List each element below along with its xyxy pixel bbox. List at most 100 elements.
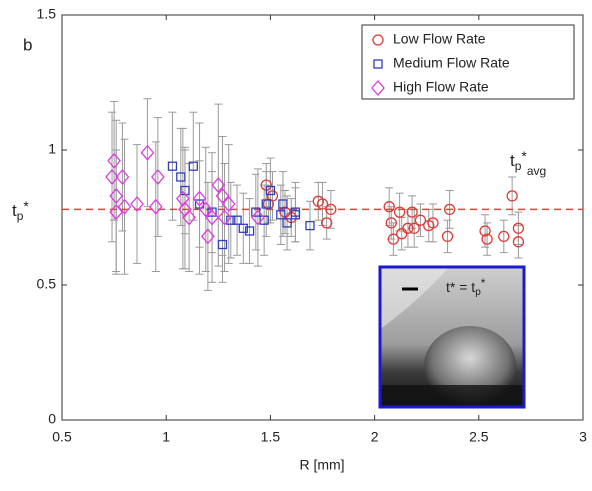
error-bar <box>499 219 508 254</box>
marker-diamond <box>107 152 121 169</box>
error-bar <box>224 144 233 264</box>
error-bar <box>214 103 223 267</box>
x-tick-label: 3 <box>579 429 587 445</box>
label-part: * <box>23 198 29 214</box>
error-bar <box>208 152 217 283</box>
marker-diamond <box>115 169 130 185</box>
marker-diamond <box>201 228 215 245</box>
error-bar <box>151 141 160 272</box>
label-part: t* = t <box>446 279 475 295</box>
marker-diamond <box>198 201 213 218</box>
marker-square <box>194 199 205 209</box>
marker-circle <box>408 222 420 234</box>
marker-square <box>282 218 292 228</box>
error-bar <box>443 219 452 254</box>
error-bar <box>483 222 492 256</box>
label-part: t <box>510 151 515 170</box>
inset-label: t* = tp* <box>446 276 486 297</box>
marker-circle <box>479 225 491 237</box>
marker-circle <box>443 203 456 216</box>
y-tick-label: 1.5 <box>37 6 57 22</box>
marker-circle <box>321 217 333 229</box>
marker-diamond <box>182 209 196 226</box>
marker-diamond <box>130 196 144 212</box>
label-part: * <box>481 276 486 290</box>
marker-circle <box>512 222 525 234</box>
marker-circle <box>387 233 400 245</box>
marker-square <box>232 215 242 225</box>
marker-diamond <box>140 144 155 161</box>
error-bar <box>201 146 210 272</box>
error-bar <box>262 171 271 237</box>
marker-diamond <box>205 209 219 226</box>
marker-circle <box>266 190 279 202</box>
marker-circle <box>406 206 418 218</box>
x-tick-label: 1 <box>162 429 170 445</box>
x-tick-label: 1.5 <box>261 429 281 445</box>
marker-diamond <box>105 169 119 185</box>
marker-circle <box>427 217 439 229</box>
marker-circle <box>414 214 427 226</box>
inset-needle <box>379 266 450 330</box>
error-bar <box>195 122 204 275</box>
marker-diamond <box>148 198 163 215</box>
marker-circle <box>385 217 397 229</box>
x-tick-label: 0.5 <box>52 429 72 445</box>
y-tick-label: 1 <box>48 141 56 157</box>
marker-circle <box>316 198 329 210</box>
marker-circle <box>402 222 414 234</box>
legend-label: Low Flow Rate <box>393 31 486 47</box>
label-part: * <box>521 148 527 164</box>
marker-square <box>217 239 228 250</box>
marker-circle <box>481 233 493 245</box>
marker-square <box>167 161 178 171</box>
marker-square <box>290 210 301 220</box>
marker-diamond <box>151 169 165 185</box>
ref-label: tp*avg <box>510 148 546 178</box>
marker-square <box>305 220 315 231</box>
marker-square <box>259 215 269 225</box>
marker-diamond <box>251 209 265 226</box>
marker-square <box>226 215 236 225</box>
marker-square <box>373 59 383 69</box>
legend: Low Flow Rate Medium Flow Rate High Flow R… <box>361 24 575 100</box>
marker-square <box>188 161 198 171</box>
y-ref-label: tp* <box>12 198 29 223</box>
marker-diamond <box>178 201 192 218</box>
marker-circle <box>498 230 510 243</box>
error-bar <box>168 111 177 221</box>
marker-square <box>261 199 271 209</box>
label-part: p <box>515 159 522 173</box>
marker-diamond <box>221 196 236 212</box>
marker-diamond <box>217 209 232 226</box>
error-bar <box>218 136 227 256</box>
marker-diamond <box>211 177 226 194</box>
label-part: p <box>17 209 24 223</box>
error-bar <box>416 203 425 237</box>
y-tick-label: 0 <box>48 411 56 427</box>
marker-square <box>176 172 186 182</box>
marker-circle <box>325 203 337 216</box>
label-part: p <box>475 287 481 298</box>
marker-square <box>207 207 217 217</box>
marker-diamond <box>371 80 385 96</box>
error-bar <box>133 144 142 264</box>
marker-square <box>276 210 286 220</box>
marker-diamond <box>215 187 230 204</box>
marker-square <box>265 185 276 196</box>
y-tick-label: 0.5 <box>37 276 57 292</box>
error-bar <box>305 200 314 251</box>
marker-circle <box>506 190 518 202</box>
error-bar <box>226 181 235 259</box>
marker-diamond <box>117 198 132 215</box>
marker-diamond <box>109 204 124 221</box>
error-bar <box>481 214 490 248</box>
marker-circle <box>372 34 384 46</box>
marker-diamond <box>109 187 124 204</box>
error-bar <box>514 225 523 259</box>
marker-square <box>244 226 255 236</box>
inset-image: t* = tp* <box>378 265 526 409</box>
legend-label: High Flow Rate <box>393 79 489 95</box>
error-bar <box>245 198 254 264</box>
